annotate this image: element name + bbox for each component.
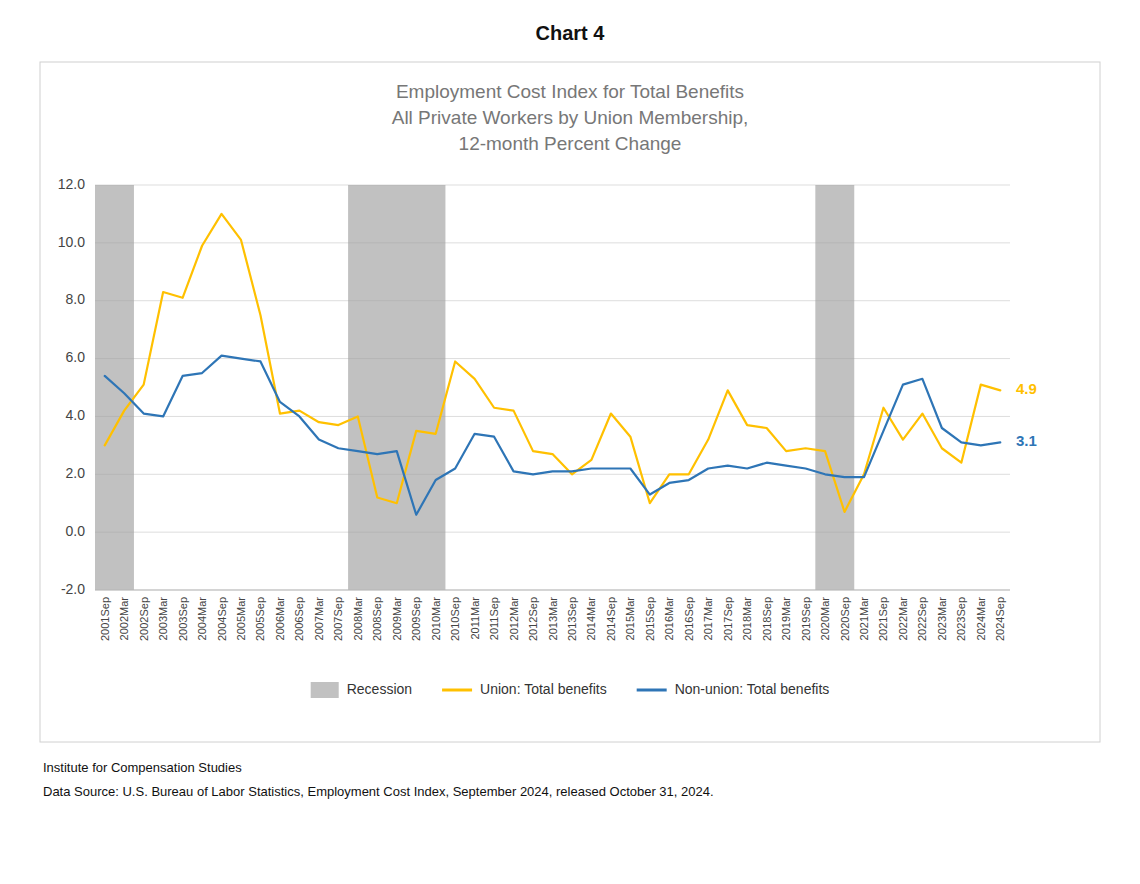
- y-tick-label: -2.0: [61, 581, 85, 597]
- grid-line: [95, 242, 1010, 243]
- x-tick-label: 2004Mar: [196, 597, 208, 641]
- x-tick-label: 2016Sep: [683, 597, 695, 641]
- legend-swatch: [311, 682, 339, 698]
- recession-band: [348, 185, 445, 590]
- x-tick-label: 2015Sep: [644, 597, 656, 641]
- legend: Recession Union: Total benefits Non-union:…: [311, 681, 830, 698]
- series-line: [105, 214, 1001, 512]
- x-tick-label: 2023Mar: [936, 597, 948, 641]
- x-tick-label: 2010Sep: [449, 597, 461, 641]
- grid-line: [95, 590, 1010, 591]
- footnote: Institute for Compensation Studies: [43, 760, 242, 775]
- recession-band: [95, 185, 134, 590]
- x-tick-label: 2022Sep: [916, 597, 928, 641]
- x-tick-label: 2005Mar: [235, 597, 247, 641]
- x-tick-label: 2002Mar: [118, 597, 130, 641]
- subtitle-line: 12-month Percent Change: [459, 133, 682, 154]
- x-tick-label: 2011Mar: [469, 597, 481, 640]
- x-tick-label: 2003Sep: [177, 597, 189, 641]
- x-tick-label: 2014Sep: [605, 597, 617, 641]
- x-tick-label: 2017Sep: [722, 597, 734, 641]
- x-tick-label: 2012Mar: [508, 597, 520, 641]
- chart: Chart 4 Employment Cost Index for Total B…: [0, 0, 1140, 884]
- x-tick-label: 2018Mar: [741, 597, 753, 641]
- footnote: Data Source: U.S. Bureau of Labor Statis…: [43, 784, 714, 799]
- legend-swatch: [442, 689, 472, 692]
- recession-band: [815, 185, 854, 590]
- legend-label: Non-union: Total benefits: [675, 681, 830, 697]
- x-tick-label: 2006Sep: [293, 597, 305, 641]
- grid-line: [95, 474, 1010, 475]
- grid-line: [95, 416, 1010, 417]
- y-tick-label: 6.0: [66, 349, 86, 365]
- x-tick-label: 2020Sep: [839, 597, 851, 641]
- y-tick-label: 12.0: [58, 176, 85, 192]
- x-tick-label: 2020Mar: [819, 597, 831, 641]
- grid-line: [95, 185, 1010, 186]
- x-tick-label: 2021Sep: [877, 597, 889, 641]
- x-tick-label: 2009Mar: [391, 597, 403, 641]
- x-tick-label: 2015Mar: [624, 597, 636, 641]
- x-tick-label: 2019Mar: [780, 597, 792, 641]
- x-tick-label: 2007Mar: [313, 597, 325, 641]
- x-tick-label: 2003Mar: [157, 597, 169, 641]
- x-tick-label: 2013Sep: [566, 597, 578, 641]
- series-line: [105, 356, 1001, 515]
- legend-swatch: [637, 689, 667, 692]
- subtitle: Employment Cost Index for Total Benefits…: [392, 81, 749, 154]
- x-tick-label: 2014Mar: [585, 597, 597, 641]
- x-tick-label: 2021Mar: [858, 597, 870, 641]
- legend-label: Union: Total benefits: [480, 681, 607, 697]
- x-tick-label: 2009Sep: [410, 597, 422, 641]
- x-tick-label: 2007Sep: [332, 597, 344, 641]
- y-tick-label: 8.0: [66, 291, 86, 307]
- frame-box: [40, 62, 1100, 742]
- x-tick-label: 2011Sep: [488, 597, 500, 640]
- end-label: 4.9: [1016, 380, 1037, 397]
- x-tick-label: 2016Mar: [663, 597, 675, 641]
- x-tick-label: 2012Sep: [527, 597, 539, 641]
- end-label: 3.1: [1016, 432, 1037, 449]
- subtitle-line: Employment Cost Index for Total Benefits: [396, 81, 744, 102]
- x-axis-line: [95, 590, 1010, 591]
- x-tick-label: 2006Mar: [274, 597, 286, 641]
- x-tick-label: 2024Mar: [975, 597, 987, 641]
- legend-label: Recession: [347, 681, 412, 697]
- grid-line: [95, 532, 1010, 533]
- grid-line: [95, 300, 1010, 301]
- plot-area: [95, 185, 1000, 590]
- y-tick-label: 0.0: [66, 523, 86, 539]
- x-tick-label: 2004Sep: [216, 597, 228, 641]
- x-tick-label: 2017Mar: [702, 597, 714, 641]
- x-tick-label: 2022Mar: [897, 597, 909, 641]
- x-tick-label: 2001Sep: [99, 597, 111, 641]
- grid: [95, 185, 1010, 590]
- x-tick-label: 2013Mar: [547, 597, 559, 641]
- subtitle-line: All Private Workers by Union Membership,: [392, 107, 749, 128]
- y-tick-label: 2.0: [66, 465, 86, 481]
- y-tick-label: 10.0: [58, 234, 85, 250]
- x-tick-label: 2010Mar: [430, 597, 442, 641]
- x-tick-label: 2008Mar: [352, 597, 364, 641]
- x-tick-label: 2024Sep: [994, 597, 1006, 641]
- x-tick-label: 2008Sep: [371, 597, 383, 641]
- title: Chart 4: [536, 22, 606, 44]
- x-tick-label: 2019Sep: [800, 597, 812, 641]
- x-tick-label: 2005Sep: [254, 597, 266, 641]
- x-tick-label: 2018Sep: [761, 597, 773, 641]
- x-tick-label: 2023Sep: [955, 597, 967, 641]
- x-tick-label: 2002Sep: [138, 597, 150, 641]
- y-tick-label: 4.0: [66, 407, 86, 423]
